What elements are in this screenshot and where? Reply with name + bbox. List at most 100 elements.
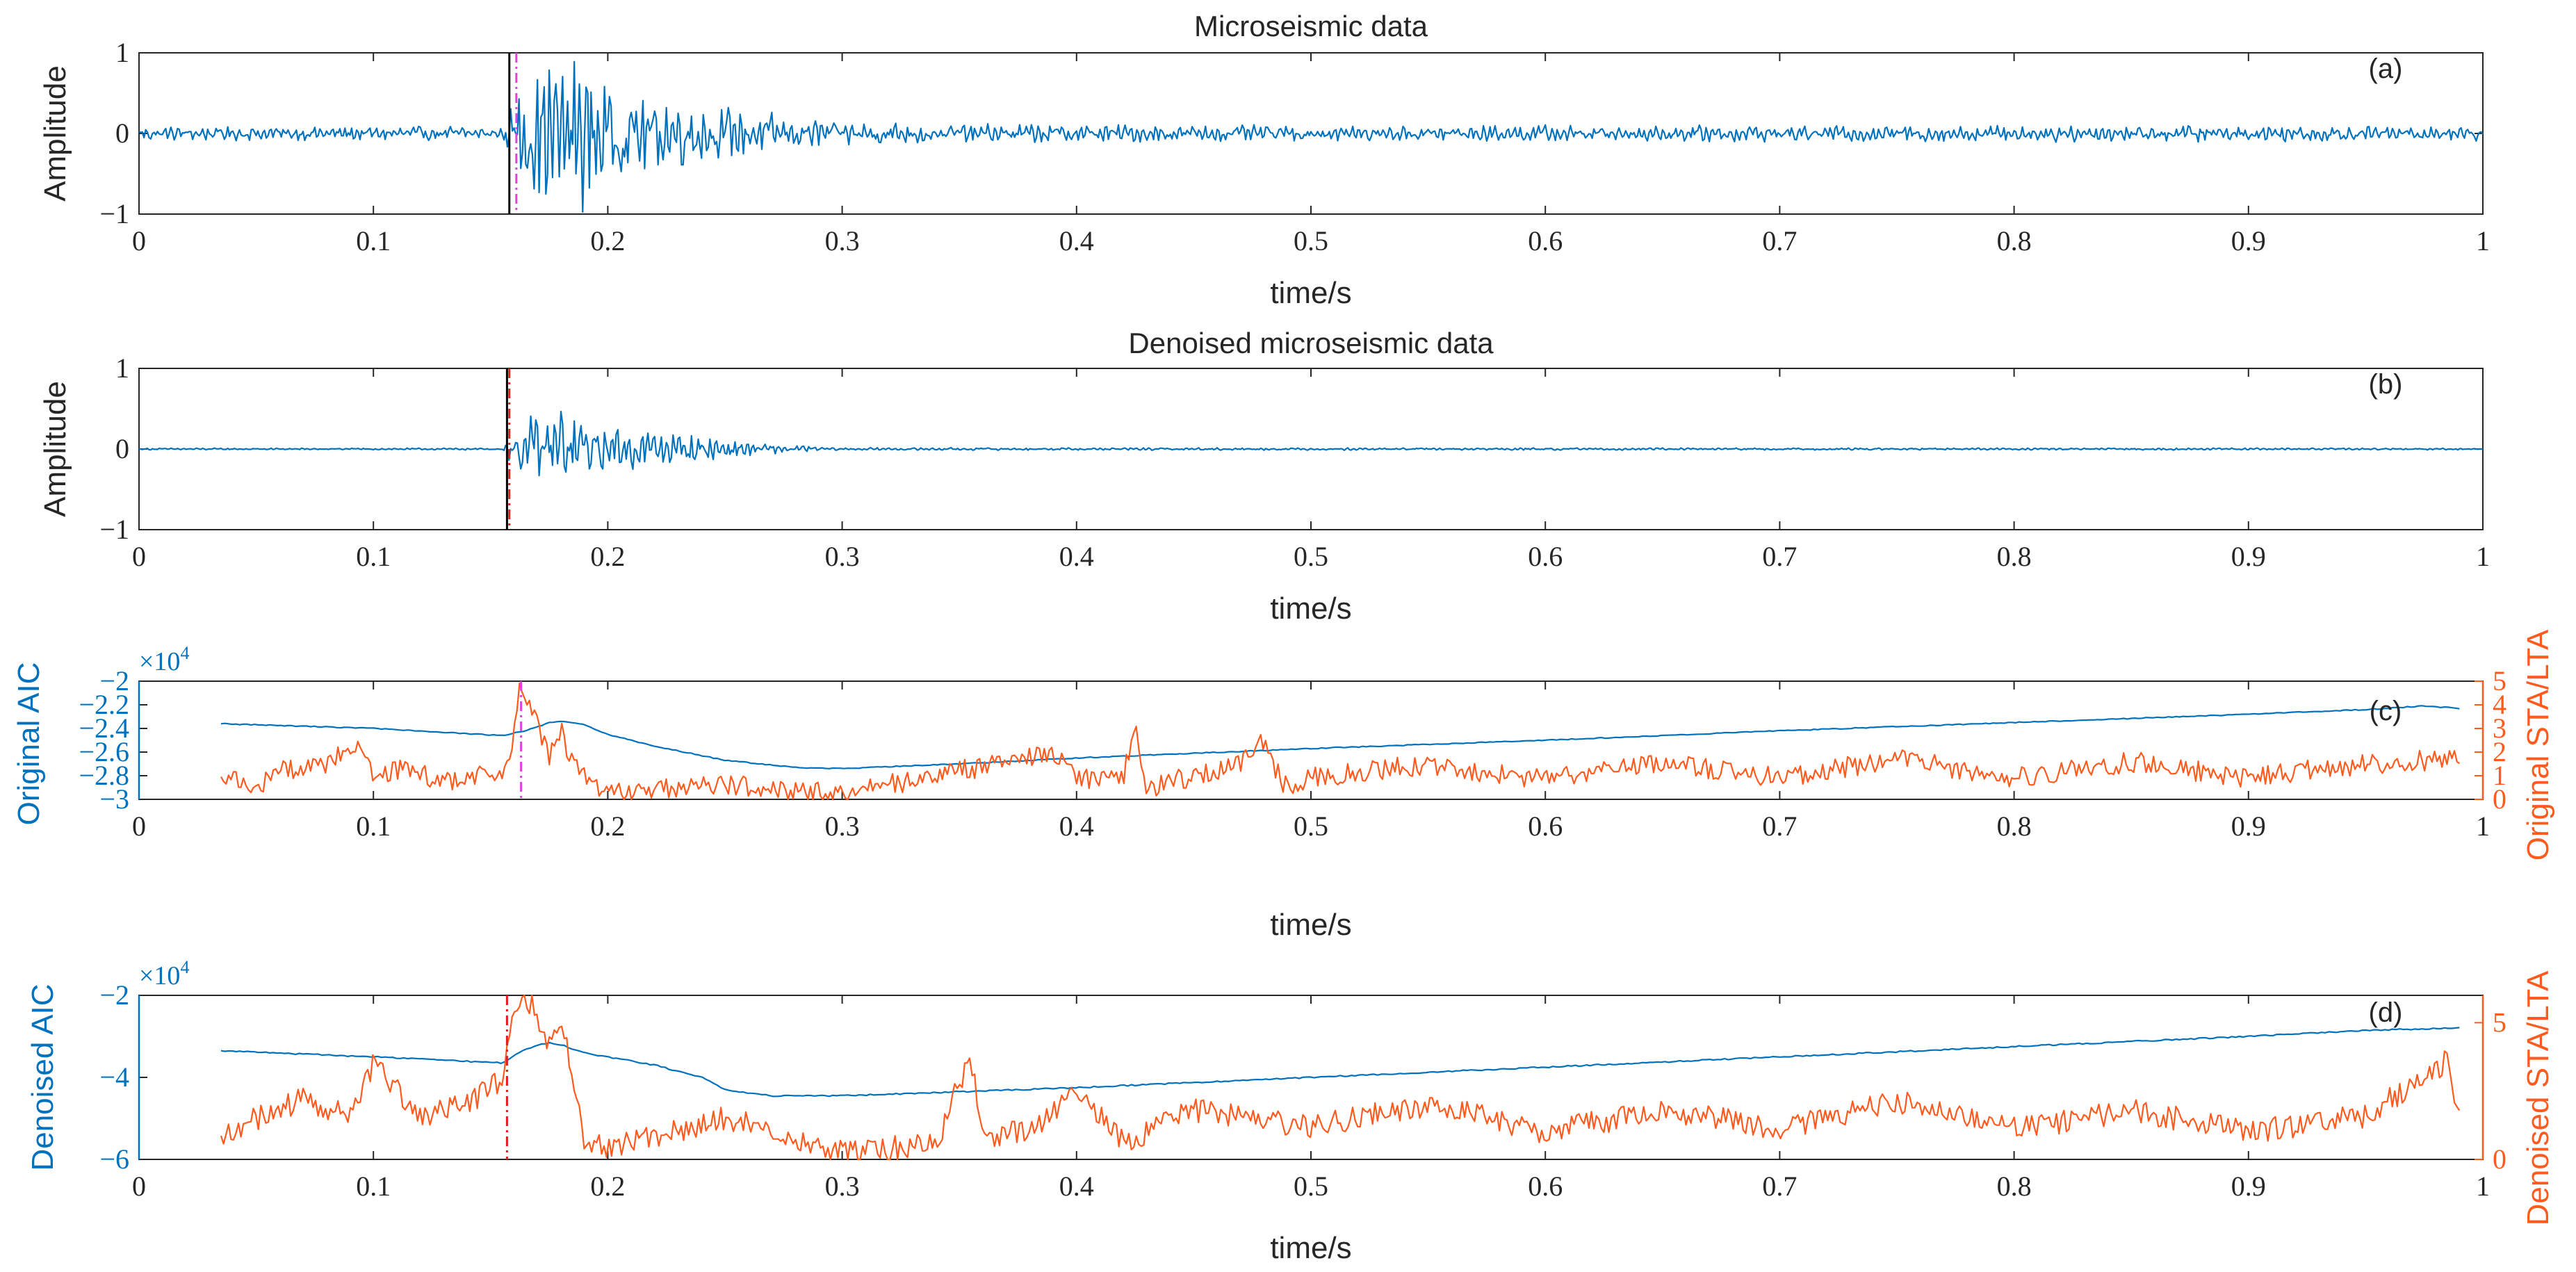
waveform-line — [138, 410, 2484, 477]
panel-a-xlabel: time/s — [1270, 276, 1351, 310]
x-tick-label: 0.3 — [825, 810, 860, 842]
y-right-tick-label: 1 — [2493, 760, 2506, 791]
panel-d-ylabel-right: Denoised STA/LTA — [2521, 970, 2555, 1225]
y-tick-label: 1 — [115, 37, 129, 68]
panel-c-ylabel: Original AIC — [12, 662, 46, 826]
panel-c-plot: 0 0.1 0.2 0.3 0.4 0.5 0.6 0.7 0.8 0.9 1−3−2.8−2.6−… — [79, 665, 2506, 842]
x-tick-label: 0.8 — [1997, 225, 2032, 256]
y-right-tick-label: 5 — [2493, 1006, 2506, 1038]
x-tick-label: 0.7 — [1762, 541, 1797, 572]
y-tick-label: −2.4 — [79, 712, 129, 744]
panel-b-plot: 0 0.1 0.2 0.3 0.4 0.5 0.6 0.7 0.8 0.9 1−101 — [99, 352, 2490, 572]
panel-c-axes — [138, 680, 2484, 800]
x-tick-label: 0.1 — [356, 541, 391, 572]
stalta-line — [220, 682, 2460, 801]
panel-c-exponent: ×104 — [139, 643, 189, 676]
x-tick-label: 0.4 — [1059, 541, 1094, 572]
y-right-tick-label: 4 — [2493, 689, 2506, 720]
x-tick-label: 0.9 — [2231, 225, 2266, 256]
x-tick-label: 0.6 — [1528, 225, 1563, 256]
x-tick-label: 0.5 — [1294, 1171, 1328, 1202]
x-tick-label: 0.4 — [1059, 810, 1094, 842]
y-tick-label: −2.8 — [79, 760, 129, 791]
waveform-line — [138, 60, 2484, 213]
x-tick-label: 0.1 — [356, 810, 391, 842]
x-tick-label: 0 — [132, 225, 146, 256]
panel-a-label: (a) — [2369, 54, 2403, 84]
x-tick-label: 0.2 — [590, 810, 625, 842]
panel-b-title: Denoised microseismic data — [1128, 327, 1494, 359]
panel-a: Microseismic data 0 0.1 0.2 0.3 0.4 0.5 0.6 0.7… — [38, 10, 2490, 310]
panel-b-ylabel: Amplitude — [38, 381, 72, 517]
x-tick-label: 1 — [2476, 1171, 2490, 1202]
x-tick-label: 0.5 — [1294, 810, 1328, 842]
panel-d-ylabel: Denoised AIC — [26, 984, 60, 1171]
x-tick-label: 0.6 — [1528, 1171, 1563, 1202]
panel-d-xlabel: time/s — [1270, 1231, 1351, 1265]
x-tick-label: 0.7 — [1762, 225, 1797, 256]
y-tick-label: −6 — [99, 1143, 129, 1175]
panel-d-label: (d) — [2369, 997, 2403, 1028]
x-tick-label: 1 — [2476, 225, 2490, 256]
panel-b-label: (b) — [2369, 369, 2403, 400]
x-tick-label: 0.7 — [1762, 1171, 1797, 1202]
x-tick-label: 0.6 — [1528, 541, 1563, 572]
x-tick-label: 0.5 — [1294, 541, 1328, 572]
y-tick-label: −4 — [99, 1061, 129, 1093]
panel-c-ylabel-right: Original STA/LTA — [2521, 629, 2555, 861]
y-right-tick-label: 3 — [2493, 712, 2506, 744]
x-tick-label: 0.4 — [1059, 1171, 1094, 1202]
y-tick-label: −1 — [99, 514, 129, 545]
x-tick-label: 0.2 — [590, 541, 625, 572]
panel-b-xlabel: time/s — [1270, 592, 1351, 626]
x-tick-label: 0.9 — [2231, 1171, 2266, 1202]
x-tick-label: 0.8 — [1997, 1171, 2032, 1202]
panel-d-plot: 0 0.1 0.2 0.3 0.4 0.5 0.6 0.7 0.8 0.9 1 −6 −4 −2 0 5 — [99, 979, 2506, 1202]
x-tick-label: 0.2 — [590, 225, 625, 256]
x-tick-label: 0.8 — [1997, 810, 2032, 842]
x-tick-label: 0 — [132, 541, 146, 572]
y-tick-label: −2.2 — [79, 689, 129, 720]
aic-line — [220, 705, 2460, 769]
x-tick-label: 0.9 — [2231, 541, 2266, 572]
y-tick-label: −2 — [99, 665, 129, 696]
y-right-tick-label: 2 — [2493, 736, 2506, 767]
y-tick-label: −2.6 — [79, 736, 129, 767]
x-tick-label: 0.1 — [356, 1171, 391, 1202]
panel-c-xlabel: time/s — [1270, 908, 1351, 942]
panel-b: Denoised microseismic data 0 0.1 0.2 0.3 0.4… — [38, 327, 2490, 626]
x-tick-label: 0.5 — [1294, 225, 1328, 256]
stalta-line — [220, 994, 2461, 1161]
panel-c: 0 0.1 0.2 0.3 0.4 0.5 0.6 0.7 0.8 0.9 1−3−2.8−2.6−… — [12, 629, 2555, 942]
x-tick-label: 0 — [132, 810, 146, 842]
aic-line — [220, 1027, 2460, 1098]
x-tick-label: 0.6 — [1528, 810, 1563, 842]
x-tick-label: 1 — [2476, 541, 2490, 572]
x-tick-label: 0.7 — [1762, 810, 1797, 842]
y-tick-label: 0 — [115, 433, 129, 464]
y-tick-label: 1 — [115, 352, 129, 384]
x-tick-label: 0.2 — [590, 1171, 625, 1202]
x-tick-label: 0.3 — [825, 541, 860, 572]
panel-a-title: Microseismic data — [1194, 10, 1428, 42]
x-tick-label: 0.1 — [356, 225, 391, 256]
y-right-tick-label: 0 — [2493, 783, 2506, 815]
x-tick-label: 0.3 — [825, 1171, 860, 1202]
panel-d: 0 0.1 0.2 0.3 0.4 0.5 0.6 0.7 0.8 0.9 1 −6 −4 −2 0 5 (d… — [26, 957, 2555, 1265]
y-tick-label: −1 — [99, 198, 129, 229]
y-tick-label: −3 — [99, 783, 129, 815]
x-tick-label: 0.9 — [2231, 810, 2266, 842]
x-tick-label: 1 — [2476, 810, 2490, 842]
panel-a-plot: 0 0.1 0.2 0.3 0.4 0.5 0.6 0.7 0.8 0.9 1−101 — [99, 37, 2490, 256]
x-tick-label: 0.3 — [825, 225, 860, 256]
x-tick-label: 0.8 — [1997, 541, 2032, 572]
panel-a-ylabel: Amplitude — [38, 65, 72, 202]
x-tick-label: 0.4 — [1059, 225, 1094, 256]
y-tick-label: −2 — [99, 979, 129, 1011]
y-right-tick-label: 0 — [2493, 1143, 2506, 1175]
panel-d-exponent: ×104 — [139, 957, 189, 990]
panel-c-label: (c) — [2370, 696, 2402, 726]
y-right-tick-label: 5 — [2493, 665, 2506, 696]
x-tick-label: 0 — [132, 1171, 146, 1202]
